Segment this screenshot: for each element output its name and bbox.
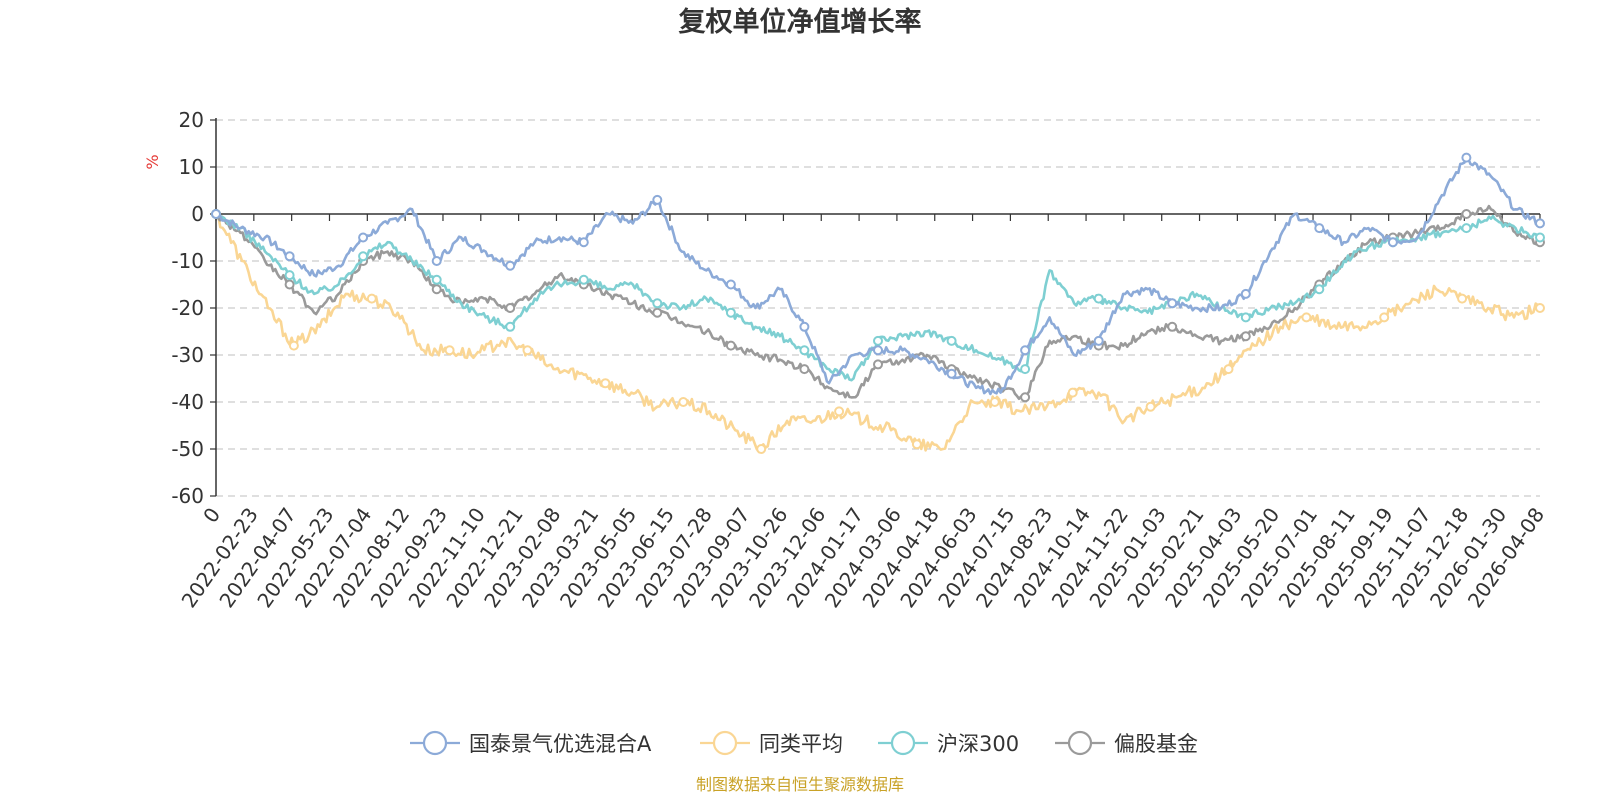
series-point-0 [1168, 299, 1176, 307]
series-point-0 [433, 257, 441, 265]
series-point-1 [1225, 365, 1233, 373]
y-tick-label: 0 [191, 202, 204, 226]
series-point-1 [913, 440, 921, 448]
series-point-3 [727, 342, 735, 350]
series-point-1 [1147, 403, 1155, 411]
series-point-1 [601, 379, 609, 387]
y-axis-unit: % [143, 154, 162, 169]
series-point-2 [874, 337, 882, 345]
series-point-1 [1302, 313, 1310, 321]
series-point-1 [446, 346, 454, 354]
grid-lines [216, 120, 1540, 496]
y-tick-label: -50 [171, 437, 204, 461]
y-tick-label: -10 [171, 249, 204, 273]
series-point-1 [1069, 389, 1077, 397]
series-point-1 [368, 295, 376, 303]
legend-circle-icon [1069, 732, 1091, 754]
legend-circle-icon [424, 732, 446, 754]
series-point-0 [653, 196, 661, 204]
y-axis: 20 10 0 -10 -20 -30 -40 -50 -60 [171, 108, 216, 508]
series-point-2 [1095, 295, 1103, 303]
series-point-0 [359, 234, 367, 242]
series-point-2 [506, 323, 514, 331]
series-point-2 [800, 346, 808, 354]
series-point-2 [433, 276, 441, 284]
series-point-0 [286, 252, 294, 260]
series-point-2 [1462, 224, 1470, 232]
series-point-0 [727, 281, 735, 289]
series-point-3 [1168, 323, 1176, 331]
series-point-1 [1458, 295, 1466, 303]
y-tick-label: -20 [171, 296, 204, 320]
series-point-1 [1536, 304, 1544, 312]
y-tick-label: -30 [171, 343, 204, 367]
series-point-2 [580, 276, 588, 284]
series-point-1 [290, 342, 298, 350]
series-point-3 [1242, 332, 1250, 340]
series-point-3 [653, 309, 661, 317]
series-point-0 [1242, 290, 1250, 298]
series-point-2 [948, 337, 956, 345]
series-point-0 [874, 346, 882, 354]
series-point-2 [1536, 234, 1544, 242]
y-tick-label: -60 [171, 484, 204, 508]
chart-title: 复权单位净值增长率 [679, 6, 922, 38]
legend-circle-icon [714, 732, 736, 754]
series-point-0 [1315, 224, 1323, 232]
legend-item[interactable]: 沪深300 [878, 732, 1019, 756]
x-axis: 02022-02-232022-04-072022-05-232022-07-0… [177, 214, 1550, 612]
plot-area [212, 154, 1544, 453]
series-point-2 [727, 309, 735, 317]
series-point-0 [800, 323, 808, 331]
legend-circle-icon [892, 732, 914, 754]
series-point-2 [653, 299, 661, 307]
series-point-0 [1462, 154, 1470, 162]
legend-label: 同类平均 [759, 732, 843, 756]
series-point-2 [359, 252, 367, 260]
series-point-0 [212, 210, 220, 218]
series-point-1 [757, 445, 765, 453]
x-tick-label: 0 [198, 503, 225, 527]
series-point-0 [580, 238, 588, 246]
y-tick-label: 10 [179, 155, 204, 179]
series-point-3 [506, 304, 514, 312]
series-point-3 [1462, 210, 1470, 218]
legend-label: 偏股基金 [1114, 732, 1198, 756]
series-point-1 [679, 398, 687, 406]
series-point-1 [991, 398, 999, 406]
series-line-0 [216, 158, 1540, 394]
series-line-1 [216, 214, 1540, 452]
series-point-3 [800, 365, 808, 373]
series-point-0 [1095, 337, 1103, 345]
series-point-0 [1536, 219, 1544, 227]
legend-label: 国泰景气优选混合A [469, 732, 652, 756]
series-point-0 [948, 370, 956, 378]
y-tick-label: -40 [171, 390, 204, 414]
legend: 国泰景气优选混合A 同类平均 沪深300 偏股基金 [410, 732, 1198, 756]
series-point-2 [1021, 365, 1029, 373]
legend-label: 沪深300 [937, 732, 1019, 756]
series-point-2 [1315, 285, 1323, 293]
chart: 复权单位净值增长率 % 20 10 0 -10 -20 -30 -40 -50 -60 0202… [0, 0, 1600, 800]
legend-item[interactable]: 偏股基金 [1055, 732, 1198, 756]
series-point-1 [524, 346, 532, 354]
series-point-3 [874, 360, 882, 368]
series-point-2 [286, 271, 294, 279]
y-tick-label: 20 [179, 108, 204, 132]
legend-item[interactable]: 同类平均 [700, 732, 843, 756]
series-point-2 [1242, 313, 1250, 321]
series-point-3 [286, 281, 294, 289]
series-point-3 [433, 285, 441, 293]
legend-item[interactable]: 国泰景气优选混合A [410, 732, 652, 756]
series-line-3 [216, 206, 1540, 400]
series-point-0 [506, 262, 514, 270]
series-point-3 [1021, 393, 1029, 401]
source-note: 制图数据来自恒生聚源数据库 [696, 775, 904, 794]
series-point-0 [1389, 238, 1397, 246]
series-point-1 [835, 407, 843, 415]
series-point-1 [1380, 313, 1388, 321]
series-point-0 [1021, 346, 1029, 354]
